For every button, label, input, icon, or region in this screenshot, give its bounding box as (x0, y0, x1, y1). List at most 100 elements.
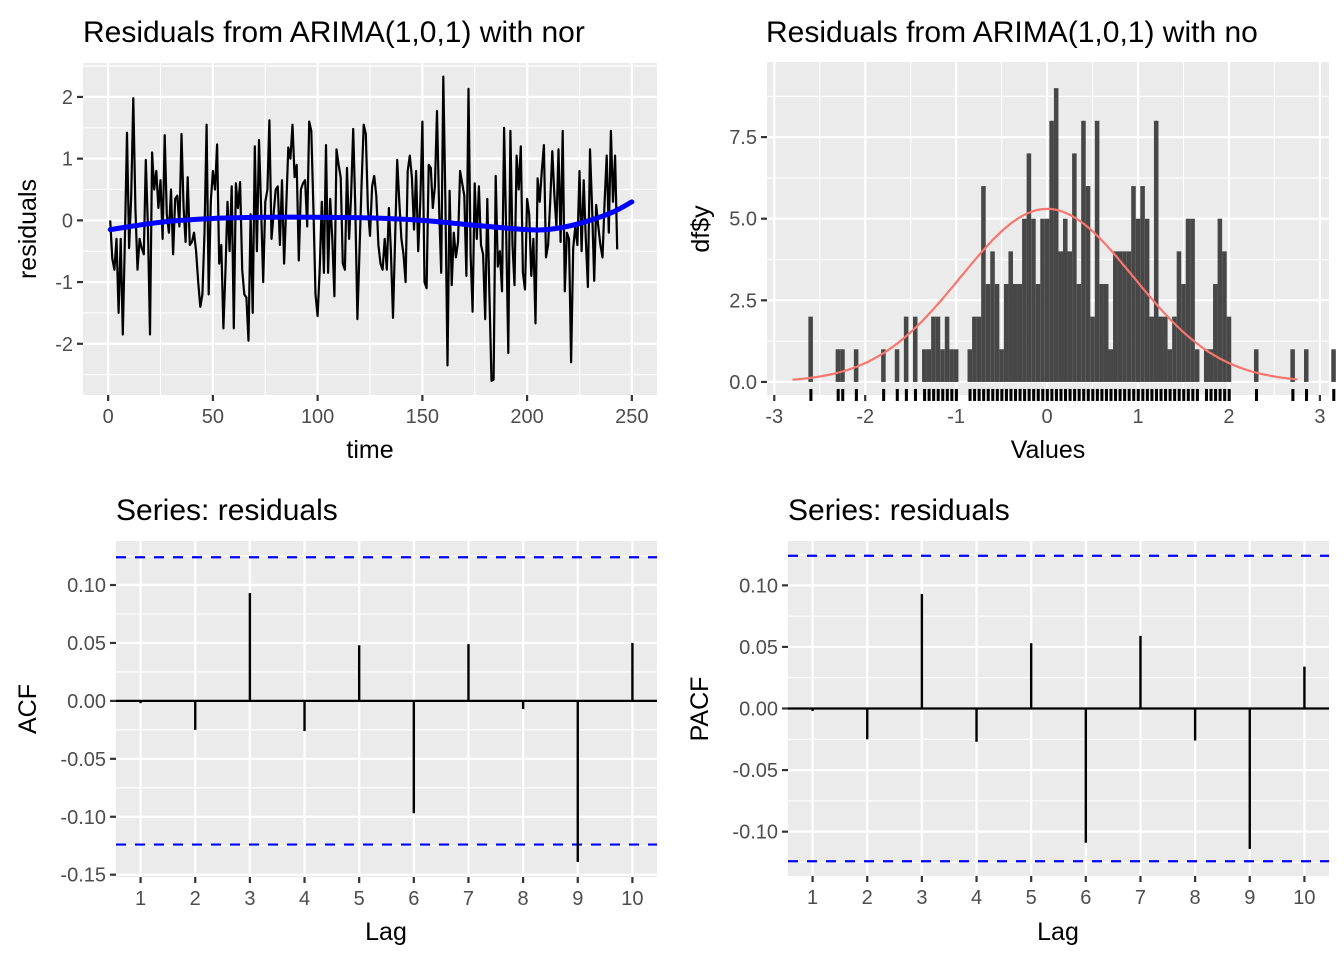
rug-mark (1036, 388, 1040, 401)
rug-mark (1073, 388, 1077, 401)
rug-mark (904, 388, 908, 401)
residuals-line (109, 75, 619, 382)
rug-mark (936, 388, 940, 401)
histogram-bar (1081, 120, 1086, 382)
residuals-time-xtick-label: 100 (301, 406, 334, 428)
acf-ytick-label: -0.05 (60, 749, 106, 771)
histogram-bar (1226, 316, 1232, 382)
rug-mark (1091, 388, 1095, 401)
rug-mark (1023, 388, 1027, 401)
histogram-bar (840, 349, 845, 382)
residuals-time-xlabel: time (346, 436, 393, 464)
pacf-ytick-label: -0.10 (732, 822, 778, 844)
histogram-xtick-label: -3 (765, 406, 783, 428)
rug-mark (882, 388, 886, 401)
rug-mark (1032, 388, 1036, 401)
residuals-time-title: Residuals from ARIMA(1,0,1) with nor (83, 16, 585, 49)
residuals-time-xtick-label: 200 (510, 406, 543, 428)
rug-mark (1104, 388, 1108, 401)
histogram-bar (1008, 251, 1013, 382)
histogram-bar (1053, 88, 1059, 382)
histogram-xtick-label: 2 (1223, 406, 1234, 428)
histogram-bar (981, 186, 986, 382)
histogram-bar (949, 349, 954, 382)
rug-mark (1086, 388, 1090, 401)
rug-mark (1159, 388, 1163, 401)
rug-mark (1254, 388, 1259, 401)
rug-mark (1150, 388, 1154, 401)
rug-mark (1186, 388, 1190, 401)
histogram-bar (1003, 284, 1009, 382)
rug-mark (986, 388, 990, 401)
histogram-bar (1194, 349, 1200, 382)
pacf-xtick-label: 1 (807, 887, 818, 909)
rug-mark (1209, 388, 1213, 401)
residuals-histogram-panel: 0.0 2.5 5.0 7.5 -3 -2 -1 0 1 2 3 Residuals from ARI… (687, 16, 1336, 464)
histogram-bar (1153, 120, 1159, 382)
histogram-xtick-label: 1 (1132, 406, 1143, 428)
rug-mark (1095, 388, 1099, 401)
histogram-bar (1022, 218, 1027, 382)
histogram-bar (1185, 218, 1191, 382)
rug-mark (895, 388, 899, 401)
rug-mark (1145, 388, 1149, 401)
histogram-bar (1140, 186, 1145, 382)
pacf-xtick-label: 6 (1080, 887, 1091, 909)
histogram-bar (1072, 153, 1077, 382)
pacf-xlabel: Lag (1037, 918, 1079, 946)
rug-mark (1218, 388, 1222, 401)
histogram-bar (1190, 218, 1195, 382)
pacf-ylabel: PACF (686, 677, 714, 742)
rug-mark (973, 388, 977, 401)
histogram-bar (1331, 349, 1336, 382)
histogram-bar (1076, 284, 1082, 382)
rug-mark (1009, 388, 1013, 401)
smooth-trend-line (107, 199, 635, 233)
histogram-bar (935, 316, 941, 382)
histogram-bar (894, 349, 900, 382)
rug-mark (927, 388, 931, 401)
acf-ylabel: ACF (14, 684, 42, 734)
histogram-bar (1217, 218, 1223, 382)
rug-mark (941, 388, 945, 401)
rug-mark (1123, 388, 1127, 401)
histogram-xtick-label: -1 (947, 406, 965, 428)
rug-mark (1191, 388, 1195, 401)
acf-xtick-label: 8 (518, 888, 529, 910)
histogram-bar (1031, 218, 1036, 382)
histogram-bar (985, 284, 991, 382)
rug-mark (1118, 388, 1122, 401)
histogram-bar (903, 316, 909, 382)
histogram-bar (1303, 349, 1309, 382)
rug-mark (1195, 388, 1199, 401)
pacf-xtick-label: 5 (1026, 887, 1037, 909)
histogram-bar (967, 349, 973, 382)
acf-ytick-label: 0.05 (67, 633, 106, 655)
rug-mark (1000, 388, 1004, 401)
histogram-bar (1113, 251, 1118, 382)
residuals-time-ytick-label: -1 (55, 272, 73, 294)
rug-mark (1132, 388, 1136, 401)
histogram-xtick-label: -2 (856, 406, 874, 428)
histogram-bar (1122, 251, 1127, 382)
rug-mark (1291, 388, 1295, 401)
histogram-bar (1144, 218, 1150, 382)
rug-mark (1082, 388, 1086, 401)
rug-mark (836, 388, 840, 401)
histogram-bar (808, 316, 813, 382)
residuals-time-ylabel: residuals (14, 179, 42, 279)
residuals-time-ytick-label: 0 (62, 210, 73, 232)
histogram-bar (1012, 284, 1018, 382)
histogram-bar (972, 316, 977, 382)
rug-mark (1223, 388, 1227, 401)
histogram-bar (1163, 316, 1168, 382)
acf-ytick-label: -0.10 (60, 807, 106, 829)
histogram-bar (1126, 251, 1132, 382)
histogram-ylabel: df$y (687, 205, 715, 253)
histogram-bar (881, 349, 886, 382)
histogram-bar (1117, 251, 1123, 382)
histogram-bar (931, 316, 936, 382)
acf-panel: -0.15 -0.10 -0.05 0.00 0.05 0.10 1 2 3 4 5 6 7 8 9 10 Se… (14, 494, 657, 946)
acf-xlabel: Lag (365, 918, 407, 946)
